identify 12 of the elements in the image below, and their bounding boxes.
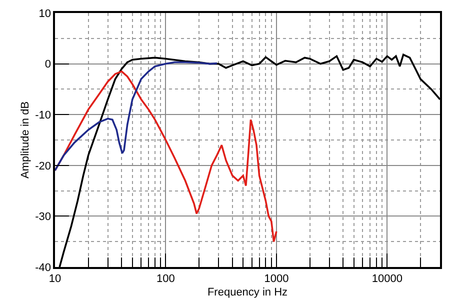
x-tick-label: 10000 [372, 272, 402, 285]
y-tick-label: -20 [35, 160, 52, 172]
x-axis-title: Frequency in Hz [207, 286, 288, 299]
x-tick-label: 10 [48, 272, 62, 285]
y-tick-label: 10 [38, 8, 52, 20]
x-tick-label: 100 [156, 272, 175, 285]
y-axis-title: Amplitude in dB [19, 101, 32, 179]
y-tick-label: -10 [35, 109, 52, 122]
x-tick-label: 1000 [264, 272, 289, 285]
y-tick-label: -40 [35, 262, 52, 274]
y-tick-label: 0 [44, 58, 52, 71]
y-tick-label: -30 [35, 211, 52, 224]
